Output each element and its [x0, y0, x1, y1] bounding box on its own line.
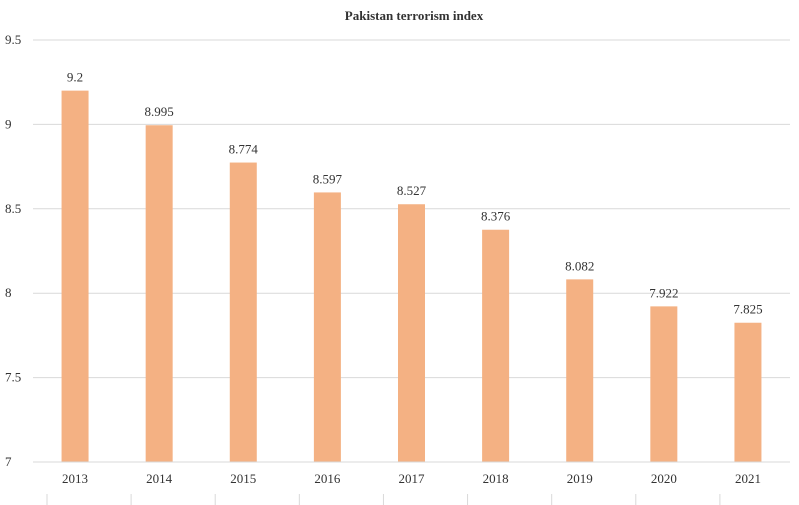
chart-title: Pakistan terrorism index: [345, 8, 484, 23]
x-tick-label: 2019: [567, 471, 593, 486]
data-label-2019: 8.082: [565, 258, 594, 273]
bar-2020: [650, 306, 678, 462]
x-tick-label: 2018: [483, 471, 509, 486]
x-tick-label: 2017: [399, 471, 426, 486]
data-label-2016: 8.597: [313, 171, 343, 186]
y-tick-label: 8.5: [5, 201, 21, 216]
bar-2018: [482, 229, 510, 462]
y-tick-label: 8: [5, 285, 12, 300]
bars: [61, 90, 762, 463]
data-label-2020: 7.922: [649, 285, 678, 300]
x-tick-label: 2013: [62, 471, 88, 486]
x-tick-label: 2014: [146, 471, 173, 486]
y-tick-label: 9: [5, 116, 12, 131]
y-axis-ticks: 7 7.5 8 8.5 9 9.5: [5, 32, 21, 469]
data-label-2021: 7.825: [733, 302, 762, 317]
bar-2015: [229, 162, 257, 462]
y-tick-label: 7: [5, 454, 12, 469]
x-tick-label: 2015: [230, 471, 256, 486]
data-label-2014: 8.995: [145, 104, 174, 119]
data-label-2017: 8.527: [397, 183, 427, 198]
x-axis: 2013 2014 2015 2016 2017 2018 2019 2020 2021: [33, 461, 790, 505]
bar-2017: [398, 204, 425, 462]
bar-2019: [566, 279, 594, 462]
x-tick-label: 2020: [651, 471, 677, 486]
x-tick-label: 2021: [735, 471, 761, 486]
y-tick-label: 7.5: [5, 370, 21, 385]
y-tick-label: 9.5: [5, 32, 21, 47]
bar-2013: [61, 90, 89, 462]
x-tick-label: 2016: [314, 471, 341, 486]
data-label-2018: 8.376: [481, 209, 511, 224]
data-label-2013: 9.2: [67, 70, 83, 85]
data-label-2015: 8.774: [229, 142, 259, 157]
bar-2014: [145, 125, 173, 462]
bar-2016: [313, 192, 341, 463]
bar-2021: [734, 322, 762, 462]
data-labels: 9.2 8.995 8.774 8.597 8.527 8.376 8.082 7.922 7.…: [67, 70, 763, 317]
